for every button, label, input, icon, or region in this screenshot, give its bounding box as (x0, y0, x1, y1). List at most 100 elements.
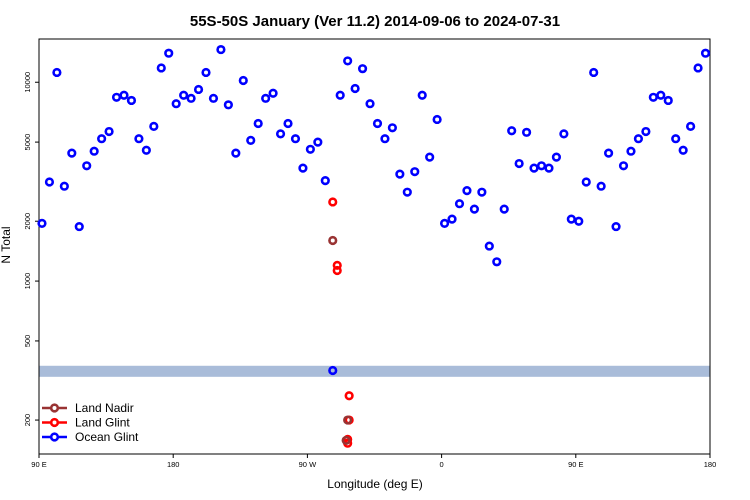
ocean-glint-point (626, 146, 636, 156)
data-points (37, 44, 711, 448)
ocean-glint-point (387, 123, 397, 133)
ocean-glint-point (171, 99, 181, 109)
ocean-glint-point (305, 144, 315, 154)
x-tick-label: 180 (167, 460, 180, 469)
legend-marker (49, 432, 60, 442)
ocean-glint-point (536, 161, 547, 171)
legend-marker (49, 403, 60, 413)
ocean-glint-point (604, 148, 614, 158)
ocean-glint-point (223, 100, 233, 110)
ocean-glint-point (238, 75, 248, 86)
ocean-glint-point (447, 214, 457, 224)
ocean-glint-point (104, 126, 114, 137)
ocean-glint-point (618, 161, 629, 171)
ocean-glint-point (671, 134, 681, 144)
y-tick-label: 5000 (23, 134, 32, 151)
ocean-glint-point (633, 134, 644, 144)
ocean-glint-point (335, 90, 345, 100)
legend-label: Land Nadir (75, 401, 134, 415)
ocean-glint-point (44, 177, 55, 187)
ocean-glint-point (67, 148, 77, 158)
ocean-glint-point (551, 152, 562, 162)
ocean-glint-point (350, 83, 360, 94)
x-tick-label: 90 E (31, 460, 46, 469)
ocean-glint-point (97, 134, 107, 144)
ocean-glint-point (328, 365, 338, 376)
land-nadir-point (328, 235, 338, 246)
ocean-glint-point (656, 90, 666, 100)
ocean-glint-point (52, 67, 62, 78)
land-nadir-point (343, 415, 353, 425)
ocean-glint-point (275, 129, 286, 139)
y-tick-label: 10000 (23, 72, 32, 93)
ocean-glint-point (126, 95, 137, 106)
x-axis: 90 E 180 90 W 0 90 E 180 (31, 454, 716, 469)
y-axis: 200 500 1000 2000 5000 10000 (23, 72, 39, 427)
ocean-glint-point (201, 67, 211, 78)
ocean-glint-point (365, 99, 375, 109)
y-axis-label: N Total (0, 226, 13, 263)
ocean-glint-point (395, 169, 405, 179)
ocean-glint-point (514, 158, 524, 169)
land-glint-point (328, 197, 338, 207)
ocean-glint-point (402, 187, 412, 197)
land-glint-point (344, 391, 354, 401)
ocean-glint-point (462, 186, 472, 196)
ocean-glint-point (686, 121, 696, 131)
plot-frame (38, 38, 711, 455)
x-tick-label: 0 (440, 460, 444, 469)
ocean-glint-point (261, 93, 271, 103)
ocean-glint-point (589, 67, 599, 78)
ocean-glint-point (454, 199, 465, 209)
ocean-glint-point (439, 218, 450, 229)
ocean-glint-point (193, 84, 204, 95)
ocean-glint-point (425, 152, 435, 162)
ocean-glint-point (484, 241, 494, 251)
x-tick-label: 90 E (568, 460, 583, 469)
legend-label: Land Glint (75, 416, 130, 430)
ocean-glint-point (648, 92, 658, 102)
y-tick-label: 2000 (23, 213, 32, 230)
ocean-glint-point (521, 127, 532, 137)
ocean-glint-point (313, 137, 323, 147)
x-tick-label: 90 W (299, 460, 317, 469)
ocean-glint-point (141, 145, 151, 155)
y-tick-label: 200 (23, 414, 32, 427)
ocean-glint-point (678, 145, 688, 155)
ocean-glint-point (290, 134, 301, 144)
highlight-band (39, 365, 710, 377)
ocean-glint-point (544, 163, 554, 173)
ocean-glint-point (432, 114, 442, 125)
ocean-glint-point (343, 56, 353, 66)
ocean-glint-point (566, 214, 576, 224)
ocean-glint-point (253, 118, 263, 129)
ocean-glint-point (507, 126, 517, 136)
ocean-glint-point (596, 181, 606, 191)
ocean-glint-point (410, 167, 420, 177)
ocean-glint-point (283, 118, 293, 129)
ocean-glint-point (89, 146, 99, 156)
ocean-glint-point (574, 216, 584, 226)
ocean-glint-point (149, 121, 159, 131)
ocean-glint-point (641, 126, 651, 137)
land-glint-point (332, 260, 342, 270)
x-tick-label: 180 (704, 460, 717, 469)
ocean-glint-point (37, 218, 47, 229)
ocean-glint-point (357, 64, 368, 74)
ocean-glint-point (529, 163, 539, 173)
ocean-glint-point (82, 161, 92, 171)
y-tick-label: 500 (23, 335, 32, 348)
land-glint-point (332, 265, 342, 276)
ocean-glint-point (208, 93, 219, 103)
ocean-glint-point (492, 257, 502, 267)
legend-label: Ocean Glint (75, 430, 139, 444)
ocean-glint-point (216, 44, 226, 55)
ocean-glint-point (179, 90, 189, 100)
ocean-glint-point (581, 177, 591, 187)
ocean-glint-point (663, 95, 673, 106)
ocean-glint-point (700, 48, 711, 58)
ocean-glint-point (611, 221, 621, 232)
ocean-glint-point (119, 90, 129, 100)
ocean-glint-point (469, 204, 480, 214)
